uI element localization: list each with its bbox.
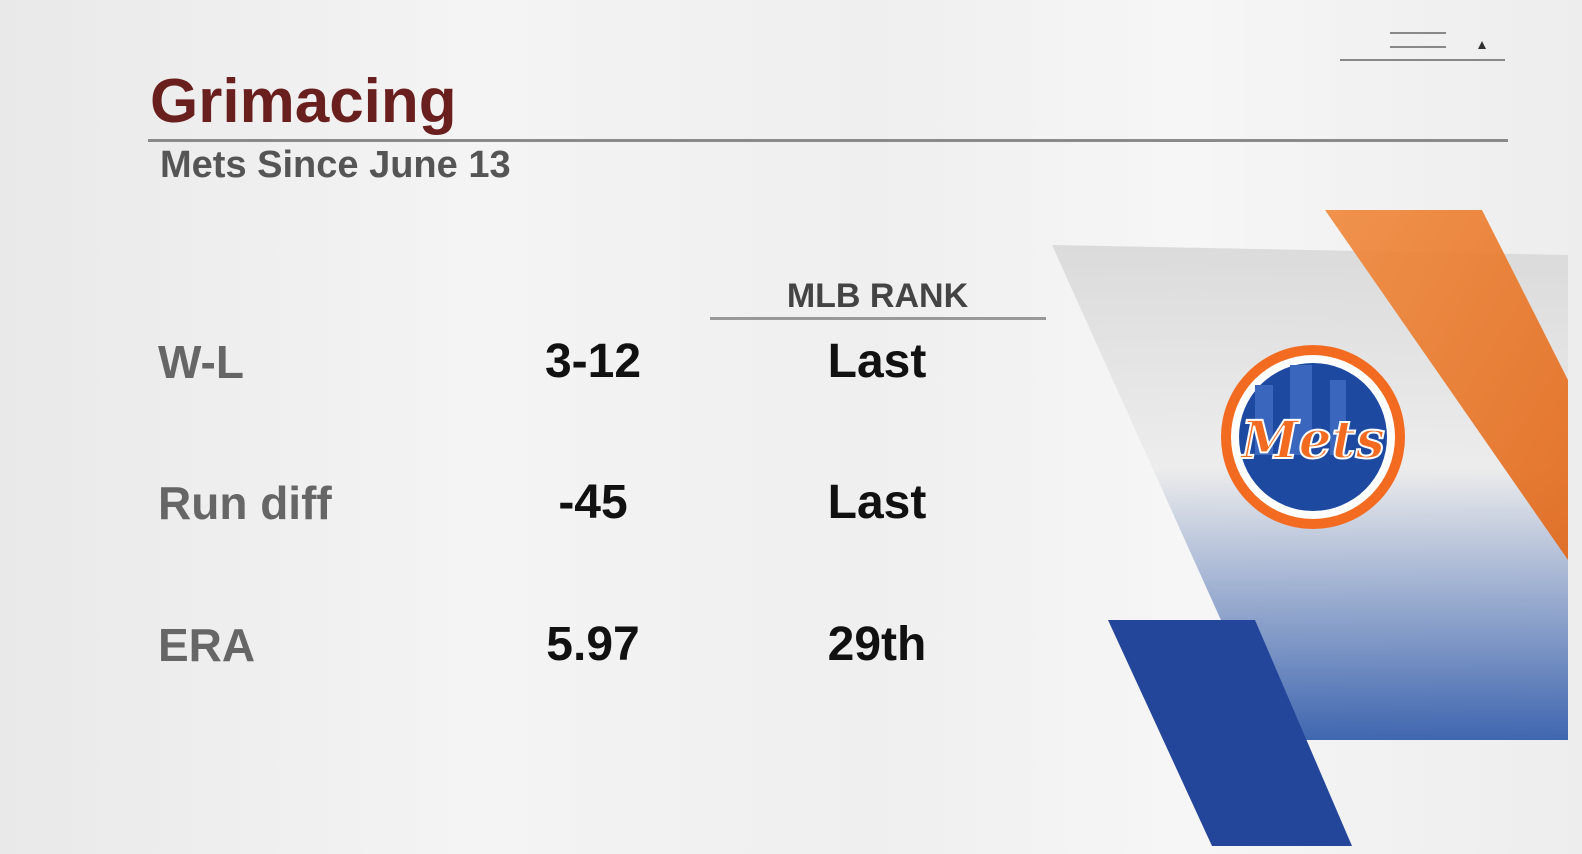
row-rank: Last [827, 476, 927, 529]
row-rank: 29th [827, 618, 927, 671]
triangle-icon [1478, 41, 1486, 49]
column-rule [710, 317, 1046, 320]
row-value: 5.97 [546, 618, 640, 671]
row-rank: Last [827, 335, 927, 388]
row-value: 3-12 [544, 335, 642, 388]
row-label: ERA [158, 619, 256, 671]
subtitle: Mets Since June 13 [160, 144, 511, 186]
column-header: MLB RANK [786, 277, 969, 315]
logo-text: Mets [1239, 410, 1385, 471]
title-rule [148, 139, 1508, 142]
row-label: W-L [158, 336, 244, 388]
orange-stripe [1325, 210, 1568, 560]
blue-stripe [1108, 620, 1352, 846]
row-label: Run diff [158, 477, 332, 529]
title: Grimacing [150, 67, 457, 136]
row-value: -45 [558, 476, 628, 529]
logo: Mets [1221, 345, 1405, 529]
menu-icon [1340, 32, 1505, 61]
